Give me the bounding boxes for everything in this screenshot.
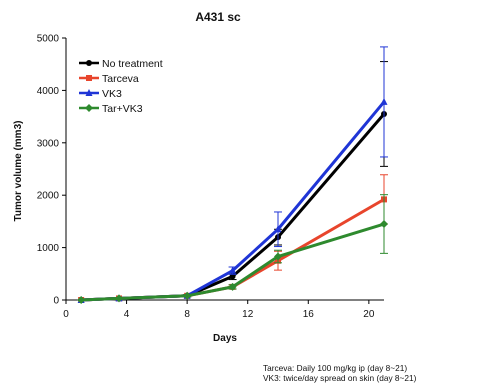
x-tick-label: 20 bbox=[363, 309, 375, 320]
x-axis-title: Days bbox=[213, 333, 237, 344]
legend: No treatment Tarceva VK3 Tar+VK3 bbox=[79, 58, 163, 115]
series-tar-vk3 bbox=[77, 194, 388, 304]
series-layer bbox=[77, 46, 388, 304]
chart-title: A431 sc bbox=[195, 10, 241, 24]
data-point bbox=[380, 97, 388, 105]
series-vk3 bbox=[77, 46, 388, 303]
legend-marker bbox=[86, 60, 92, 66]
legend-marker bbox=[85, 89, 93, 96]
data-point bbox=[77, 296, 86, 304]
x-tick-label: 4 bbox=[124, 309, 130, 320]
legend-marker bbox=[86, 75, 92, 81]
y-axis-title: Tumor volume (mm3) bbox=[13, 121, 24, 222]
data-point bbox=[380, 220, 388, 229]
legend-label: Tarceva bbox=[102, 73, 139, 85]
data-point bbox=[115, 294, 123, 303]
data-point bbox=[229, 273, 236, 280]
y-tick-label: 3000 bbox=[37, 138, 60, 149]
y-tick-label: 0 bbox=[53, 296, 59, 307]
y-tick-label: 4000 bbox=[37, 86, 60, 97]
legend-label: No treatment bbox=[102, 58, 163, 70]
legend-label: VK3 bbox=[102, 88, 122, 100]
y-tick-label: 2000 bbox=[37, 191, 60, 202]
x-tick-label: 0 bbox=[63, 309, 69, 320]
data-point bbox=[183, 291, 192, 300]
series-line bbox=[81, 222, 385, 302]
legend-marker bbox=[85, 104, 93, 112]
data-point bbox=[274, 252, 282, 261]
x-tick-label: 12 bbox=[242, 309, 254, 320]
treatment-note-vk3: VK3: twice/day spread on skin (day 8~21) bbox=[263, 373, 417, 383]
y-tick-label: 5000 bbox=[37, 34, 60, 45]
data-point bbox=[229, 266, 237, 274]
treatment-note-tarceva: Tarceva: Daily 100 mg/kg ip (day 8~21) bbox=[263, 363, 408, 373]
data-point bbox=[274, 225, 282, 233]
x-tick-label: 8 bbox=[184, 309, 190, 320]
y-tick-label: 1000 bbox=[37, 243, 60, 254]
data-point bbox=[228, 282, 237, 291]
legend-label: Tar+VK3 bbox=[102, 103, 143, 115]
x-tick-label: 16 bbox=[303, 309, 315, 320]
